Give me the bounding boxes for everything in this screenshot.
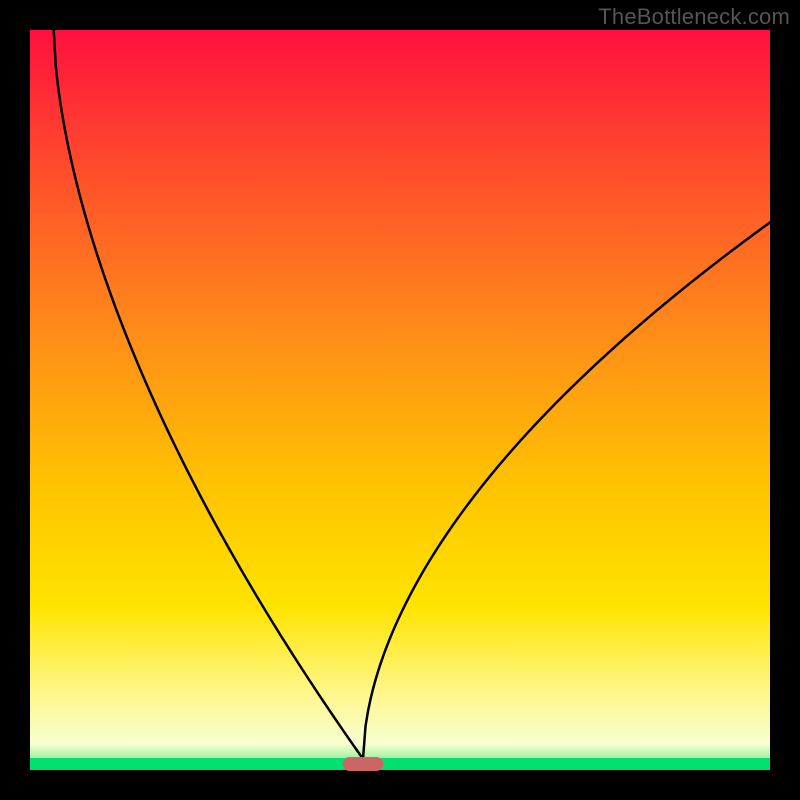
bottleneck-chart [0,0,800,800]
dip-marker [343,757,384,771]
chart-root: TheBottleneck.com [0,0,800,800]
green-band [30,758,770,770]
plot-background [30,30,770,770]
watermark-text: TheBottleneck.com [598,4,790,30]
